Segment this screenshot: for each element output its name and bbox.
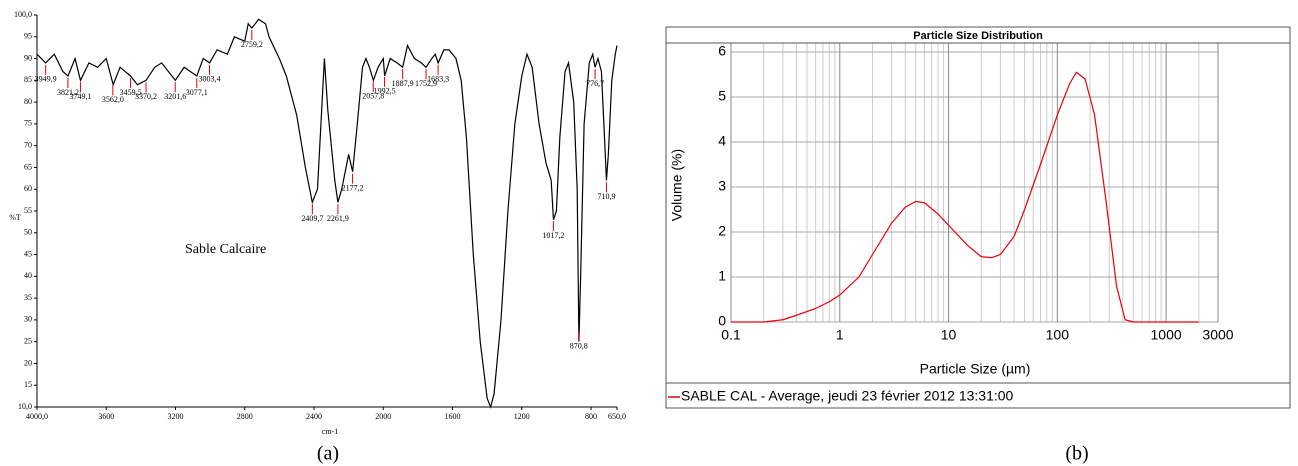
y-tick-label: 55	[24, 206, 32, 215]
caption: (a)	[317, 443, 339, 465]
peak-label: 3370,2	[135, 92, 157, 101]
y-tick-label: 20	[24, 358, 32, 367]
x-tick-label: 10	[941, 327, 957, 343]
x-tick-label: 1200	[514, 412, 530, 421]
y-tick-label: 85	[24, 75, 32, 84]
x-tick-label: 4000,0	[26, 412, 48, 421]
plot-frame	[730, 42, 1219, 323]
peak-label: 1683,3	[427, 75, 449, 84]
y-tick-label: 10,0	[18, 402, 32, 411]
y-tick-label: 100,0	[14, 10, 32, 19]
y-tick-label: 25	[24, 336, 32, 345]
y-tick-label: 65	[24, 162, 32, 171]
peak-label: 776,7	[586, 79, 604, 88]
x-tick-label: 2400	[306, 412, 322, 421]
y-tick-label: 3	[718, 178, 726, 194]
peak-label: 2409,7	[301, 214, 323, 223]
peak-label: 2759,2	[241, 40, 263, 49]
x-tick-label: 1000	[1151, 327, 1182, 343]
peak-label: 3749,1	[69, 92, 91, 101]
x-tick-label: 100	[1046, 327, 1070, 343]
x-tick-label: 3000	[1202, 327, 1233, 343]
peak-label: 1992,5	[374, 87, 396, 96]
x-tick-label: 2000	[375, 412, 391, 421]
x-tick-label: 1600	[445, 412, 461, 421]
x-tick-label: 3600	[98, 412, 114, 421]
y-tick-label: 75	[24, 119, 32, 128]
peak-label: 3562,0	[102, 95, 124, 104]
peak-label: 3949,9	[35, 75, 57, 84]
psd-chart: 0 1 2 3 4 5 6 0.1 1 10 100 1000 3000 Particle Size Di…	[665, 26, 1291, 465]
legend-label: SABLE CAL - Average, jeudi 23 février 20…	[681, 388, 1014, 404]
y-tick-label: 90	[24, 53, 32, 62]
y-tick-label: 80	[24, 97, 32, 106]
y-tick-label: 15	[24, 380, 32, 389]
annotation: Sable Calcaire	[185, 242, 266, 257]
peak-label: 710,9	[597, 192, 615, 201]
ftir-chart: 10,0 15 20 25 30 35 40 45 50 55 60 65 70 75 80 85 90 95 10…	[9, 10, 626, 465]
y-tick-label: 5	[718, 88, 726, 104]
peak-label: 1752,9	[415, 79, 437, 88]
y-axis-label: %T	[9, 213, 21, 222]
peak-label: 2057,8	[362, 92, 384, 101]
y-tick-label: 1	[718, 268, 726, 284]
peak-label: 3459,5	[120, 88, 142, 97]
y-tick-label: 50	[24, 228, 32, 237]
peak-label: 1017,2	[542, 231, 564, 240]
y-tick-label: 30	[24, 315, 32, 324]
data-line	[731, 71, 1199, 323]
peak-label: 1887,9	[392, 79, 414, 88]
y-tick-label: 4	[718, 133, 726, 149]
x-axis-label: cm-1	[322, 427, 338, 436]
y-tick-label: 0	[718, 313, 726, 329]
peak-label: 2177,2	[342, 183, 364, 192]
x-tick-label: 1	[836, 327, 844, 343]
x-tick-label: 2800	[237, 412, 253, 421]
data-line	[36, 18, 618, 409]
caption: (b)	[1065, 443, 1088, 465]
peak-label: 2261,9	[327, 214, 349, 223]
x-tick-label: 3200	[168, 412, 184, 421]
peak-label: 3201,6	[164, 92, 186, 101]
x-tick-label: 0.1	[721, 327, 741, 343]
y-tick-label: 2	[718, 223, 726, 239]
y-axis-label: Volume (%)	[669, 149, 685, 221]
chart-frame	[665, 26, 1291, 409]
y-tick-label: 6	[718, 43, 726, 59]
chart-title: Particle Size Distribution	[913, 30, 1043, 42]
y-tick-label: 95	[24, 32, 32, 41]
peak-label: 3077,1	[186, 88, 208, 97]
peak-label: 3821,2	[57, 88, 79, 97]
x-tick-label: 800	[585, 412, 597, 421]
y-tick-label: 40	[24, 271, 32, 280]
y-tick-label: 45	[24, 249, 32, 258]
y-tick-label: 60	[24, 184, 32, 193]
y-tick-label: 70	[24, 140, 32, 149]
peak-label: 870,8	[570, 341, 588, 350]
x-tick-label: 650,0	[608, 412, 626, 421]
peak-label: 3003,4	[199, 75, 221, 84]
x-axis-label: Particle Size (µm)	[920, 361, 1031, 377]
y-tick-label: 35	[24, 293, 32, 302]
